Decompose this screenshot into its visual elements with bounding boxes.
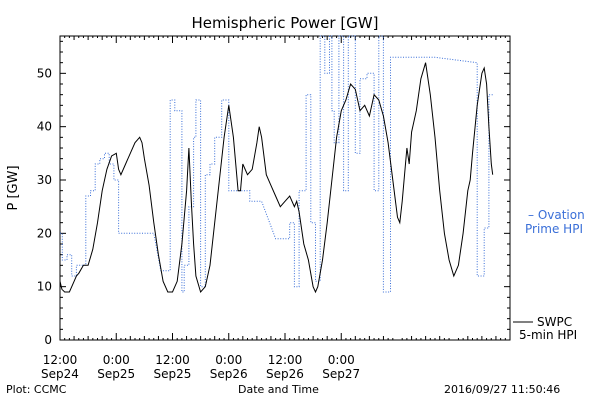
y-tick-label: 0 [44,333,52,347]
y-tick-label: 40 [37,120,52,134]
x-tick-time: 12:00 [43,353,78,367]
y-axis-label: P [GW] [6,165,21,210]
plot-timestamp: 2016/09/27 11:50:46 [444,383,561,396]
x-tick-time: 12:00 [155,353,190,367]
x-tick-date: Sep25 [97,367,135,381]
series-layer [59,35,494,294]
x-tick-time: 12:00 [268,353,303,367]
y-tick-label: 20 [37,226,52,240]
x-tick-date: Sep25 [154,367,192,381]
legend-ovation-label-line-1: – Ovation [528,208,585,222]
plot-frame [59,35,511,341]
legend-swpc-label-line-2: 5-min HPI [519,328,577,342]
x-tick-time: 0:00 [215,353,242,367]
ovation-prime-series-line [60,35,493,293]
legend-ovation-label-line-2: Prime HPI [525,222,583,236]
x-tick-date: Sep27 [322,367,360,381]
legend-swpc-label-line-1: SWPC [537,315,572,329]
x-tick-time: 0:00 [103,353,130,367]
chart-title: Hemispheric Power [GW] [192,14,379,32]
plot-credit: Plot: CCMC [6,383,67,396]
axes: 0102030405012:00Sep240:00Sep2512:00Sep25… [37,35,511,381]
swpc-hpi-series-line [59,62,494,294]
x-axis-label: Date and Time [238,383,319,396]
x-tick-date: Sep24 [41,367,79,381]
x-tick-date: Sep26 [266,367,304,381]
x-tick-time: 0:00 [328,353,355,367]
y-tick-label: 10 [37,280,52,294]
y-tick-label: 30 [37,173,52,187]
x-tick-date: Sep26 [210,367,248,381]
y-tick-label: 50 [37,66,52,80]
